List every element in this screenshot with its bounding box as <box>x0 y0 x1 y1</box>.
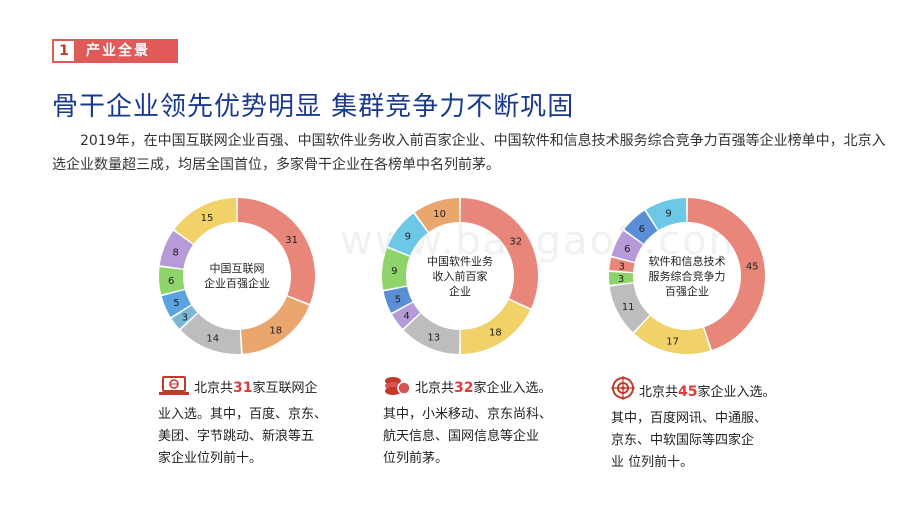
donut-slice-label: 5 <box>173 298 179 309</box>
caption-prefix: 北京共 <box>415 381 455 396</box>
donut-slice <box>382 248 410 290</box>
donut-center-label: 中国软件业务 收入前百家 企业 <box>427 254 493 298</box>
donut-slice <box>159 267 185 295</box>
caption-text: 家互联网企 业入选。其中，百度、京东、 美团、字节跳动、新浪等五 家企业位列前十。 <box>158 381 328 466</box>
donut-slice <box>180 313 241 354</box>
donut-slice-label: 31 <box>285 235 298 246</box>
caption-count: 32 <box>454 380 474 396</box>
donut-slice-label: 45 <box>746 262 759 273</box>
donut-slice <box>460 198 538 309</box>
donut-slice-label: 11 <box>622 302 635 313</box>
donut-slice-label: 5 <box>395 294 401 305</box>
donut-chart-internet-top100: 31 18 14 3 5 6 8 15 中国互联网 企业百强企业 <box>157 196 317 356</box>
donut-slice-label: 6 <box>624 244 630 255</box>
donut-slice <box>159 230 193 269</box>
caption-software-revenue: 北京共32家企业入选。 其中，小米移动、京东尚科、 航天信息、国网信息等企业 位列前茅… <box>383 376 583 470</box>
caption-count: 45 <box>678 384 698 400</box>
donut-chart-software-revenue: 32 18 13 4 5 9 9 10 中国软件业务 收入前百家 企业 <box>380 196 540 356</box>
donut-slice-label: 3 <box>619 262 625 273</box>
donut-slice <box>624 210 658 244</box>
donut-slice <box>460 299 531 354</box>
donut-slice <box>609 283 650 333</box>
donut-slice-label: 9 <box>391 266 397 277</box>
donut-slice <box>171 305 198 329</box>
donut-slice-label: 18 <box>489 328 502 339</box>
donut-slice-label: 15 <box>201 213 214 224</box>
donut-slice <box>383 286 413 313</box>
donut-slice-label: 6 <box>639 224 645 235</box>
section-badge: 1 产业全景 <box>52 39 178 63</box>
intro-paragraph: 2019年，在中国互联网企业百强、中国软件业务收入前百家企业、中国软件和信息技术… <box>52 133 886 173</box>
donut-chart-svg: 32 18 13 45 9 9 10 <box>382 198 538 354</box>
donut-slice-label: 3 <box>618 274 624 285</box>
donut-slice <box>609 257 635 272</box>
caption-software-competitiveness: 北京共45家企业入选。 其中，百度网讯、中通服、 京东、中软国际等四家企业 位列前十… <box>611 376 811 474</box>
donut-slice-label: 8 <box>172 248 178 259</box>
donut-slice-label: 3 <box>182 312 188 323</box>
caption-prefix: 北京共 <box>639 385 679 400</box>
donut-slice-label: 13 <box>427 333 440 344</box>
donut-slice-label: 4 <box>403 311 409 322</box>
caption-prefix: 北京共 <box>194 381 234 396</box>
donut-slice <box>387 213 428 256</box>
caption-text: 家企业入选。 其中，百度网讯、中通服、 京东、中软国际等四家企业 位列前十。 <box>611 385 776 470</box>
caption-internet: 北京共31家互联网企 业入选。其中，百度、京东、 美团、字节跳动、新浪等五 家企业位列… <box>158 376 358 470</box>
donut-slice-label: 32 <box>509 237 522 248</box>
caption-count: 31 <box>233 380 253 396</box>
donut-slice <box>237 198 315 304</box>
section-title: 产业全景 <box>86 43 150 59</box>
donut-slice-label: 10 <box>433 209 446 220</box>
donut-slice <box>241 296 310 354</box>
donut-center-label: 软件和信息技术 服务综合竞争力 百强企业 <box>648 254 726 298</box>
donut-slice-label: 18 <box>269 325 282 336</box>
donut-slice-label: 17 <box>666 336 679 347</box>
donut-slice <box>609 272 634 285</box>
caption-text: 家企业入选。 其中，小米移动、京东尚科、 航天信息、国网信息等企业 位列前茅。 <box>383 381 553 466</box>
donut-slice <box>611 230 643 262</box>
donut-slice <box>161 290 192 318</box>
donut-slice-label: 6 <box>168 276 174 287</box>
target-icon <box>611 376 635 408</box>
donut-slice <box>414 198 460 232</box>
donut-slice <box>634 315 711 354</box>
section-number: 1 <box>52 39 76 63</box>
page-headline: 骨干企业领先优势明显 集群竞争力不断巩固 <box>52 92 575 122</box>
donut-slice-label: 9 <box>405 232 411 243</box>
donut-slice <box>392 302 421 329</box>
donut-slice <box>174 198 237 244</box>
donut-chart-software-competitiveness: 45 17 11 3 3 6 6 9 软件和信息技术 服务综合竞争力 百强企业 <box>607 196 767 356</box>
donut-slice <box>403 313 460 354</box>
donut-slice <box>645 198 687 231</box>
donut-slice-label: 14 <box>206 333 219 344</box>
donut-chart-svg: 31 18 14 35 6 8 15 <box>159 198 315 354</box>
laptop-icon <box>158 376 190 404</box>
coins-icon <box>383 376 411 404</box>
donut-slice-label: 9 <box>665 209 671 220</box>
donut-chart-svg: 45 17 11 33 66 9 <box>609 198 765 354</box>
donut-center-label: 中国互联网 企业百强企业 <box>204 262 270 290</box>
section-badge-bar <box>62 39 178 63</box>
donut-slice <box>687 198 765 350</box>
